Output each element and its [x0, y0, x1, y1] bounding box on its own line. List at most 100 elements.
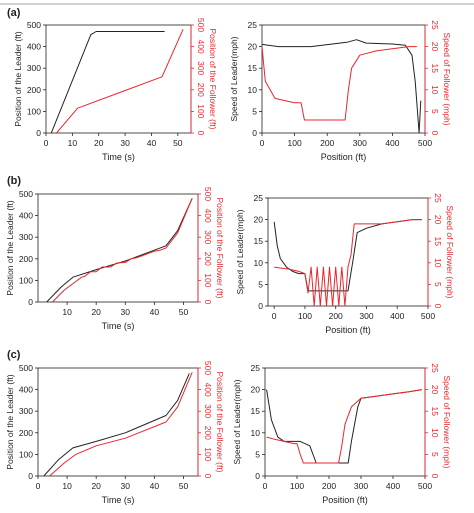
- y-tick-label: 20: [254, 215, 264, 225]
- y-axis-label: Position of the Leader (ft): [5, 374, 15, 470]
- x-tick-label: 50: [179, 307, 189, 317]
- x-tick-label: 300: [359, 311, 373, 321]
- y-tick-label: 400: [27, 42, 41, 52]
- y2-tick-label: 0: [433, 304, 443, 309]
- y2-tick-label: 20: [430, 385, 440, 395]
- y-tick-label: 10: [248, 85, 258, 95]
- y-tick-label: 10: [254, 258, 264, 268]
- y2-tick-label: 400: [203, 209, 213, 223]
- y2-tick-label: 0: [196, 131, 206, 136]
- y-tick-label: 100: [27, 106, 41, 116]
- y2-tick-label: 25: [433, 193, 443, 203]
- x-tick-label: 0: [260, 138, 265, 148]
- y-tick-label: 0: [252, 128, 257, 138]
- chart-b-right: 0 100 200 300 400 500 0 5 10 15 20 25 0 5 10 15 20 25 Posi…: [235, 193, 455, 335]
- y-tick-label: 300: [19, 232, 33, 242]
- chart-c-right: 0 100 200 300 400 500 0 5 10 15 20 25 0 5 10 15 20 25 Posi…: [232, 363, 452, 505]
- y2-tick-label: 400: [203, 383, 213, 397]
- y2-tick-label: 5: [430, 109, 440, 114]
- y-tick-label: 100: [19, 449, 33, 459]
- y-tick-label: 15: [251, 406, 261, 416]
- x-tick-label: 300: [353, 138, 367, 148]
- y-tick-label: 0: [255, 471, 260, 481]
- y2-axis-label: Speed of Follower (mph): [442, 375, 452, 468]
- y-tick-label: 300: [27, 63, 41, 73]
- y-tick-label: 0: [36, 128, 41, 138]
- follower-line: [261, 46, 417, 121]
- y2-tick-label: 300: [196, 61, 206, 75]
- y-tick-label: 20: [251, 385, 261, 395]
- x-axis-label: Time (s): [102, 152, 135, 162]
- y-tick-label: 5: [255, 449, 260, 459]
- y2-tick-label: 500: [196, 18, 206, 32]
- leader-line: [43, 373, 190, 477]
- leader-line: [50, 31, 165, 134]
- x-tick-label: 200: [320, 138, 334, 148]
- x-tick-label: 40: [150, 307, 160, 317]
- x-tick-label: 10: [62, 307, 72, 317]
- y2-tick-label: 100: [196, 104, 206, 118]
- y-tick-label: 5: [252, 106, 257, 116]
- y2-tick-label: 10: [430, 428, 440, 438]
- y2-tick-label: 5: [433, 282, 443, 287]
- y-tick-label: 5: [258, 279, 263, 289]
- y-tick-label: 200: [19, 254, 33, 264]
- y-tick-label: 500: [19, 363, 33, 373]
- y2-axis-label: Speed of Follower (mph): [442, 32, 452, 125]
- y-tick-label: 500: [27, 20, 41, 30]
- chart-c-left: 0 10 20 30 40 5001002003004005000100200300400…: [5, 361, 225, 505]
- y-tick-label: 100: [19, 275, 33, 285]
- x-axis-label: Position (ft): [325, 325, 371, 335]
- x-tick-label: 100: [298, 311, 312, 321]
- chart-a-left: 0 10 20 30 40 5001002003004005000100200300400…: [13, 18, 218, 162]
- y-tick-label: 200: [27, 85, 41, 95]
- x-tick-label: 50: [173, 138, 183, 148]
- x-axis-label: Position (ft): [321, 152, 367, 162]
- y-tick-label: 25: [248, 20, 258, 30]
- y-tick-label: 25: [254, 193, 264, 203]
- y2-tick-label: 0: [203, 474, 213, 479]
- y2-axis-label: Position of the Follower (ft): [215, 371, 225, 472]
- x-tick-label: 30: [120, 138, 130, 148]
- y2-tick-label: 20: [430, 42, 440, 52]
- x-tick-label: 100: [290, 481, 304, 491]
- x-tick-label: 200: [329, 311, 343, 321]
- y-tick-label: 400: [19, 385, 33, 395]
- y2-tick-label: 200: [203, 252, 213, 266]
- x-tick-label: 200: [322, 481, 336, 491]
- x-tick-label: 30: [121, 481, 131, 491]
- follower-line: [274, 219, 422, 307]
- y-axis-label: Speed of Leader(mph): [232, 379, 242, 464]
- y2-tick-label: 0: [430, 131, 440, 136]
- y-tick-label: 200: [19, 428, 33, 438]
- x-tick-label: 30: [121, 307, 131, 317]
- x-tick-label: 40: [147, 138, 157, 148]
- y2-tick-label: 100: [203, 447, 213, 461]
- x-tick-label: 50: [179, 481, 189, 491]
- leader-line: [46, 198, 193, 303]
- y2-tick-label: 10: [433, 258, 443, 268]
- y2-tick-label: 400: [196, 40, 206, 54]
- follower-line: [266, 389, 422, 464]
- y2-tick-label: 300: [203, 404, 213, 418]
- panel-label-c: (c): [7, 349, 21, 361]
- y2-tick-label: 0: [203, 300, 213, 305]
- y2-tick-label: 500: [203, 187, 213, 201]
- plots-container: 0 10 20 30 40 5001002003004005000100200300400…: [5, 18, 455, 505]
- follower-line: [56, 29, 184, 134]
- y2-tick-label: 5: [430, 452, 440, 457]
- y-tick-label: 15: [248, 63, 258, 73]
- y-tick-label: 15: [254, 236, 264, 246]
- x-axis-label: Time (s): [102, 321, 135, 331]
- y2-tick-label: 0: [430, 474, 440, 479]
- y2-tick-label: 300: [203, 230, 213, 244]
- x-tick-label: 400: [390, 311, 404, 321]
- y2-axis-label: Position of the Follower (ft): [208, 28, 218, 129]
- y2-tick-label: 15: [433, 236, 443, 246]
- chart-b-left: 10 20 30 40 50010020030040050001002003004005…: [5, 187, 225, 331]
- y-tick-label: 500: [19, 189, 33, 199]
- x-tick-label: 500: [418, 481, 432, 491]
- chart-a-right: 0 100 200 300 400 500 0 5 10 15 20 25 0 5 10 15 20 25 Posi…: [229, 20, 452, 162]
- y2-tick-label: 10: [430, 85, 440, 95]
- y2-tick-label: 25: [430, 20, 440, 30]
